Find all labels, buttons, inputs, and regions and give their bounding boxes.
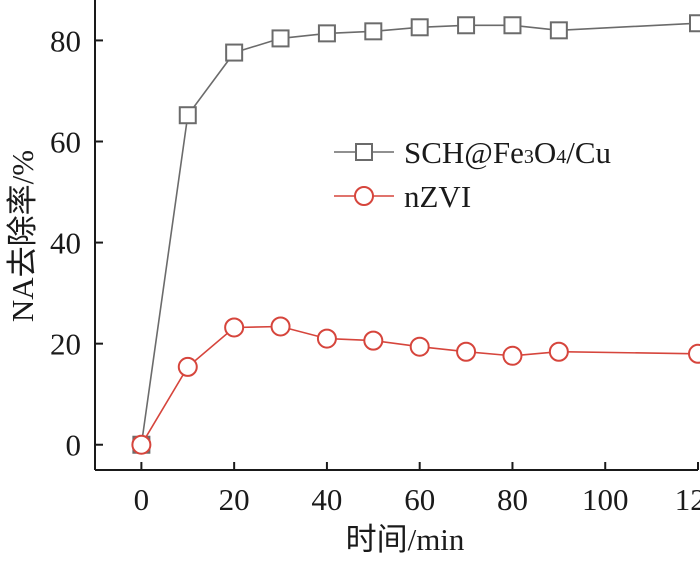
y-tick-label: 0 — [66, 428, 82, 463]
data-point — [457, 16, 476, 35]
data-point — [549, 21, 568, 40]
data-point — [689, 14, 700, 33]
y-tick-label: 40 — [50, 226, 81, 261]
x-axis-title: 时间/min — [346, 522, 465, 557]
data-point — [410, 18, 429, 37]
y-tick-label: 60 — [50, 125, 81, 160]
series-line — [140, 22, 699, 445]
data-point — [502, 345, 523, 366]
x-tick-label: 20 — [219, 482, 250, 517]
data-point — [548, 341, 569, 362]
legend-item: nZVI — [334, 179, 471, 214]
data-point — [177, 356, 198, 377]
legend-marker — [354, 186, 374, 206]
data-point — [456, 341, 477, 362]
y-axis-title: NA去除率/% — [5, 150, 40, 322]
series-layer — [131, 14, 700, 455]
data-point — [131, 434, 152, 455]
ticks: 0 20 40 60 80 100 120 0 20 40 60 80 — [50, 23, 700, 517]
legend-label: SCH@Fe3O4/Cu — [404, 135, 611, 170]
legend: SCH@Fe3O4/Cu nZVI — [334, 135, 611, 214]
y-tick-label: 20 — [50, 327, 81, 362]
data-point — [271, 29, 290, 48]
data-point — [270, 316, 291, 337]
data-point — [225, 43, 244, 62]
series-1 — [131, 316, 700, 455]
data-point — [178, 106, 197, 125]
legend-marker — [355, 143, 373, 161]
data-point — [503, 16, 522, 35]
axes — [94, 0, 698, 471]
data-point — [363, 330, 384, 351]
data-point — [688, 343, 700, 364]
x-tick-label: 80 — [497, 482, 528, 517]
data-point — [409, 336, 430, 357]
x-tick-label: 40 — [311, 482, 342, 517]
x-tick-label: 60 — [404, 482, 435, 517]
x-tick-label: 120 — [675, 482, 700, 517]
data-point — [224, 317, 245, 338]
x-tick-label: 0 — [134, 482, 150, 517]
x-tick-label: 100 — [582, 482, 629, 517]
series-0 — [132, 14, 700, 454]
data-point — [317, 24, 336, 43]
data-point — [364, 22, 383, 41]
legend-item: SCH@Fe3O4/Cu — [334, 135, 611, 170]
data-point — [316, 328, 337, 349]
y-tick-label: 80 — [50, 23, 81, 58]
legend-label: nZVI — [404, 179, 471, 214]
